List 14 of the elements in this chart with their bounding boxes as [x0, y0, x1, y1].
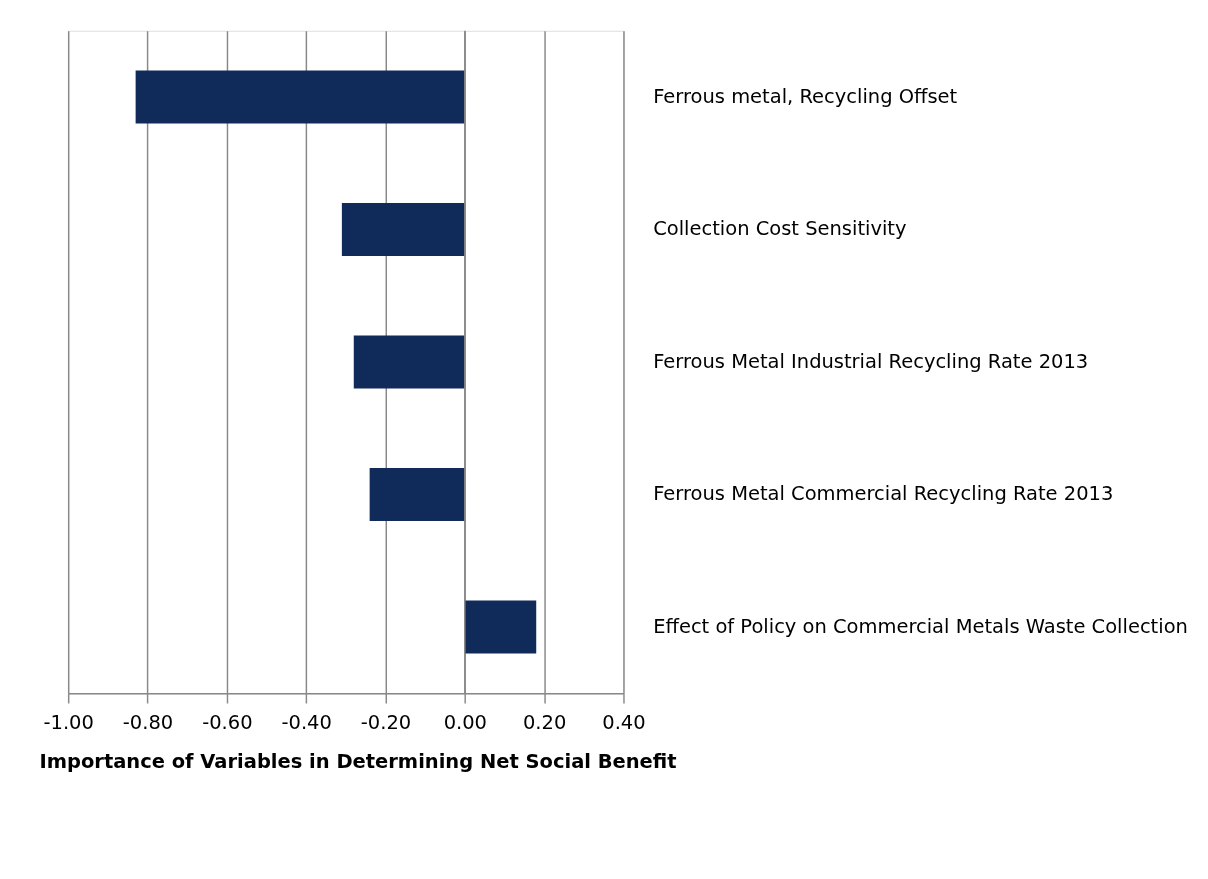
x-tick-label: -1.00: [43, 710, 94, 734]
x-axis-title: Importance of Variables in Determining Net Social Benefit: [39, 749, 677, 773]
y-tick-label: Ferrous Metal Industrial Recycling Rate 2013: [653, 349, 1089, 373]
y-tick-label: Effect of Policy on Commercial Metals Waste Collection: [653, 614, 1188, 638]
y-tick-label: Collection Cost Sensitivity: [653, 217, 907, 241]
y-tick-label: Ferrous metal, Recycling Offset: [653, 84, 958, 108]
x-tick-label: -0.40: [281, 710, 332, 734]
x-tick-label: 0.40: [602, 710, 646, 734]
x-tick-label: 0.20: [522, 710, 567, 734]
y-tick-label: Ferrous Metal Commercial Recycling Rate 2013: [653, 482, 1114, 506]
x-tick-label: -0.60: [202, 710, 253, 734]
x-tick-label: -0.20: [360, 710, 412, 734]
x-tick-label: 0.00: [443, 710, 487, 734]
x-tick-label: -0.80: [122, 710, 174, 734]
